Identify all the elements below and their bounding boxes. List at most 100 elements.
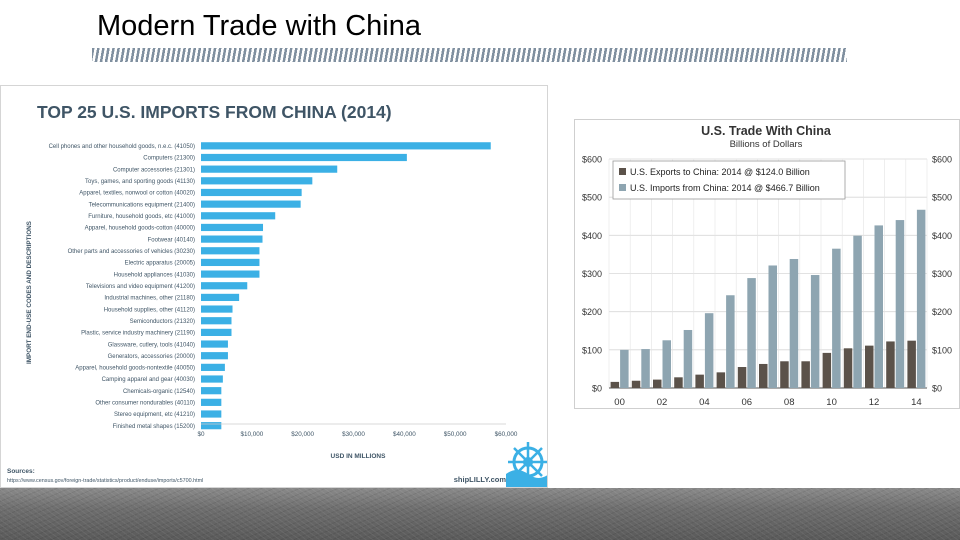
exports-bar [737,367,747,388]
y-tick-label-left: $400 [582,231,602,241]
x-tick-label: $60,000 [495,431,518,438]
category-label: Finished metal shapes (15200) [113,424,195,430]
imports-bar [641,349,650,388]
sources-link[interactable]: https://www.census.gov/foreign-trade/sta… [7,478,203,484]
import-bar [201,223,264,232]
import-bar [201,293,240,302]
category-label: Cell phones and other household goods, n… [49,144,195,150]
x-tick-label: $40,000 [393,431,416,438]
exports-bar [653,379,662,388]
exports-bar [674,377,683,388]
import-bar [201,352,228,360]
floor-background [0,488,960,540]
exports-bar [759,363,768,388]
category-label: Computers (21300) [143,156,195,162]
imports-bar [704,313,714,388]
import-bar [201,387,222,395]
category-label: Footwear (40140) [148,237,195,243]
import-bar [201,422,222,430]
y-tick-label-right: $500 [932,193,952,203]
legend-swatch-exports [619,168,626,175]
legend-swatch-imports [619,184,626,191]
category-label: Plastic, service industry machinery (211… [81,331,195,337]
category-label: Toys, games, and sporting goods (41130) [85,179,195,185]
exports-bar [843,348,853,388]
import-bar [201,270,260,278]
sources-label: Sources: [7,468,35,475]
imports-bar [895,220,905,388]
imports-bar [620,349,629,388]
category-label: Household supplies, other (41120) [104,307,195,313]
import-bar [201,375,223,383]
category-label: Other parts and accessories of vehicles … [68,249,195,255]
category-label: Computer accessories (21301) [113,167,195,173]
x-axis-title: USD IN MILLIONS [331,453,387,460]
x-tick-label: $50,000 [444,431,467,438]
imports-bar [874,225,883,388]
category-label: Other consumer nondurables (40110) [95,401,195,407]
category-label: Electric apparatus (20005) [125,261,195,267]
import-bar [201,410,222,418]
imports-bar [662,340,671,388]
trade-chart-title: U.S. Trade With China [701,124,832,138]
category-label: Furniture, household goods, etc (41000) [88,214,195,220]
slide-title: Modern Trade with China [97,10,421,42]
exports-bar [695,374,704,388]
x-tick-label: $10,000 [240,431,263,438]
exports-bar [716,372,726,388]
imports-bar [726,295,735,388]
legend-label-imports: U.S. Imports from China: 2014 @ $466.7 B… [630,183,820,193]
import-bar [201,165,338,173]
y-tick-label-left: $500 [582,193,602,203]
x-tick-label: 02 [657,397,668,408]
import-bar [201,398,222,406]
category-label: Chemicals-organic (12540) [123,389,195,395]
title-underline-decoration [92,48,847,62]
exports-bar [822,352,832,388]
y-tick-label-left: $600 [582,155,602,165]
import-bar [201,153,407,162]
import-bar [201,212,276,220]
y-tick-label-left: $100 [582,345,602,355]
category-label: Generators, accessories (20000) [108,354,195,360]
category-label: Stereo equipment, etc (41210) [114,412,195,418]
legend-label-exports: U.S. Exports to China: 2014 @ $124.0 Bil… [630,167,810,177]
x-tick-label: 08 [784,397,795,408]
us-trade-chart: U.S. Trade With China Billions of Dollar… [582,124,952,408]
category-label: Televisions and video equipment (41200) [86,284,195,290]
y-axis-title: IMPORT END-USE CODES AND DESCRIPTIONS [26,221,33,364]
import-bar [201,363,225,371]
y-tick-label-right: $0 [932,384,942,394]
y-tick-label-left: $300 [582,269,602,279]
y-tick-label-right: $100 [932,345,952,355]
x-tick-label: 06 [742,397,753,408]
import-bar [201,305,233,313]
y-tick-label-right: $600 [932,155,952,165]
exports-bar [780,361,789,388]
import-bar [201,200,301,208]
x-tick-label: $20,000 [291,431,314,438]
top-imports-chart-title: TOP 25 U.S. IMPORTS FROM CHINA (2014) [37,102,392,122]
category-label: Glassware, cutlery, tools (41040) [108,342,195,348]
import-bar [201,142,491,150]
imports-bar [810,275,820,388]
y-tick-label-right: $400 [932,231,952,241]
x-tick-label: 04 [699,397,710,408]
trade-chart-subtitle: Billions of Dollars [730,139,803,150]
category-label: Camping apparel and gear (40030) [102,377,195,383]
import-bar [201,188,302,197]
x-tick-label: 14 [911,397,922,408]
y-tick-label-left: $200 [582,307,602,317]
x-tick-label: $0 [197,431,205,438]
import-bar [201,317,232,325]
exports-bar [907,340,916,388]
import-bar [201,235,263,243]
exports-bar [610,381,620,388]
top-imports-chart-panel: TOP 25 U.S. IMPORTS FROM CHINA (2014) Ce… [0,85,549,488]
us-trade-chart-panel: U.S. Trade With China Billions of Dollar… [574,119,960,409]
exports-bar [886,341,895,388]
category-label: Apparel, household goods-nontextile (400… [75,366,195,372]
imports-bar [832,248,841,388]
category-label: Telecommunications equipment (21400) [89,202,195,208]
category-label: Household appliances (41030) [114,272,195,278]
